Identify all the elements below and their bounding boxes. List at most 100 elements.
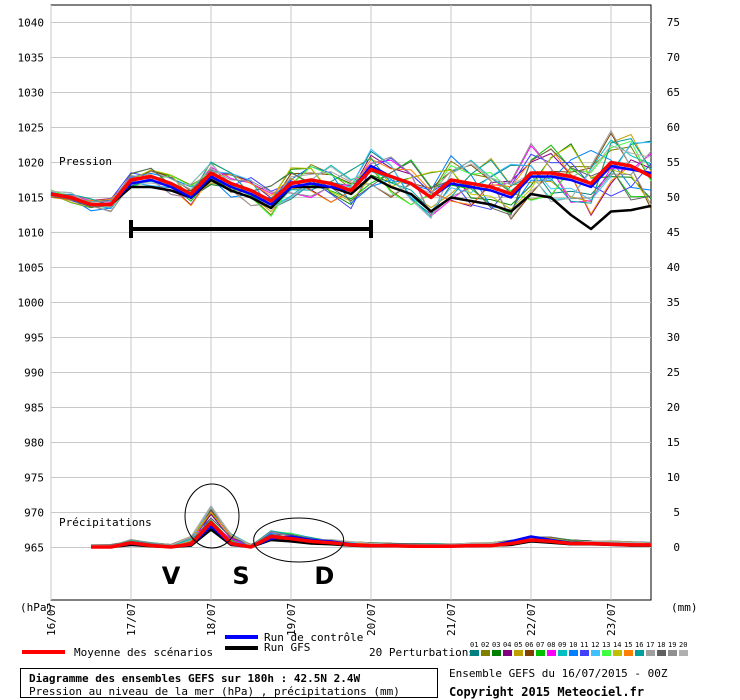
right-tick-label: 30 [667, 331, 680, 344]
perturbation-number: 01 [470, 641, 478, 649]
left-axis-ticks: 1040 1035 1030 1025 1020 1015 1010 1005 1000 995 9… [18, 17, 45, 555]
precip-section-label: Précipitations [59, 516, 152, 529]
perturbation-number: 11 [580, 641, 588, 649]
right-tick-label: 0 [673, 541, 680, 554]
right-tick-label: 50 [667, 191, 680, 204]
chart-grid [50, 4, 652, 601]
event-letter-s: S [232, 562, 249, 590]
perturbation-number: 03 [492, 641, 500, 649]
perturbation-swatch-17 [646, 650, 655, 656]
perturbation-number: 05 [514, 641, 522, 649]
perturbation-number: 04 [503, 641, 511, 649]
perturbation-number: 13 [602, 641, 610, 649]
perturbation-swatch-08 [547, 650, 556, 656]
legend-perturbations-label: 20 Perturbations [369, 646, 475, 659]
left-tick-label: 990 [24, 367, 44, 380]
chart-info-box: Diagramme des ensembles GEFS sur 180h : … [20, 668, 438, 698]
legend-gfs-label: Run GFS [264, 641, 310, 654]
pressure-section-label: Pression [59, 155, 112, 168]
right-tick-label: 60 [667, 121, 680, 134]
perturbation-swatch-01 [470, 650, 479, 656]
left-tick-label: 975 [24, 472, 44, 485]
x-tick-label: 19/07 [285, 603, 298, 636]
perturbation-number: 14 [613, 641, 621, 649]
legend: Moyenne des scénarios Run de contrôle Ru… [22, 631, 688, 659]
legend-mean-label: Moyenne des scénarios [74, 646, 213, 659]
perturbation-6-pressure-line [50, 132, 652, 221]
left-tick-label: 1020 [18, 157, 45, 170]
perturbation-swatch-02 [481, 650, 490, 656]
mean-pressure-line [50, 160, 652, 207]
gfs-pressure-line [50, 175, 652, 231]
left-tick-label: 1040 [18, 17, 45, 30]
perturbation-number: 12 [591, 641, 599, 649]
perturbation-swatch-10 [569, 650, 578, 656]
perturbation-12-pressure-line [50, 142, 652, 212]
perturbation-swatch-16 [635, 650, 644, 656]
perturbation-number: 16 [635, 641, 643, 649]
x-tick-label: 16/07 [45, 603, 58, 636]
perturbation-swatch-06 [525, 650, 534, 656]
highlight-circle-2 [253, 517, 345, 563]
perturbation-number: 17 [646, 641, 654, 649]
x-tick-label: 23/07 [605, 603, 618, 636]
perturbation-number: 09 [558, 641, 566, 649]
right-tick-label: 10 [667, 471, 680, 484]
left-axis-unit-label: (hPa) [20, 601, 53, 614]
right-tick-label: 35 [667, 296, 680, 309]
right-tick-label: 15 [667, 436, 680, 449]
right-tick-label: 70 [667, 51, 680, 64]
right-tick-label: 45 [667, 226, 680, 239]
perturbation-swatch-14 [613, 650, 622, 656]
x-tick-label: 18/07 [205, 603, 218, 636]
perturbation-swatch-19 [668, 650, 677, 656]
x-axis-ticks: 16/07 17/07 18/07 19/07 20/07 21/07 22/07 23/07 [45, 603, 618, 636]
perturbation-swatch-11 [580, 650, 589, 656]
x-tick-label: 20/07 [365, 603, 378, 636]
right-tick-label: 65 [667, 86, 680, 99]
perturbation-swatch-12 [591, 650, 600, 656]
left-tick-label: 1035 [18, 52, 45, 65]
left-tick-label: 1010 [18, 227, 45, 240]
perturbation-number: 08 [547, 641, 555, 649]
perturbation-swatch-04 [503, 650, 512, 656]
highlight-circle-1 [184, 483, 240, 549]
left-tick-label: 985 [24, 402, 44, 415]
perturbation-swatch-07 [536, 650, 545, 656]
left-tick-label: 965 [24, 542, 44, 555]
perturbation-number: 07 [536, 641, 544, 649]
right-tick-label: 40 [667, 261, 680, 274]
right-tick-label: 25 [667, 366, 680, 379]
left-tick-label: 980 [24, 437, 44, 450]
perturbation-number: 18 [657, 641, 665, 649]
legend-perturbation-swatches: 01 02 03 04 05 06 07 08 09 10 11 12 13 14 15 16 17 18 19 20 [470, 641, 688, 656]
legend-control-label: Run de contrôle [264, 631, 363, 644]
left-tick-label: 1015 [18, 192, 45, 205]
perturbation-number: 20 [679, 641, 687, 649]
left-tick-label: 1000 [18, 297, 45, 310]
perturbation-14-pressure-line [50, 144, 652, 210]
chart-title: Diagramme des ensembles GEFS sur 180h : … [29, 672, 361, 685]
perturbation-20-pressure-line [50, 144, 652, 220]
run-info: Ensemble GEFS du 16/07/2015 - 00Z [449, 667, 668, 680]
right-tick-label: 20 [667, 401, 680, 414]
main-series-lines [50, 160, 652, 549]
x-tick-label: 22/07 [525, 603, 538, 636]
perturbation-18-pressure-line [50, 148, 652, 216]
x-tick-label: 17/07 [125, 603, 138, 636]
left-tick-label: 995 [24, 332, 44, 345]
event-letter-v: V [162, 562, 181, 590]
perturbation-number: 02 [481, 641, 489, 649]
perturbation-number: 06 [525, 641, 533, 649]
left-tick-label: 1005 [18, 262, 45, 275]
right-tick-label: 75 [667, 16, 680, 29]
chart-subtitle: Pression au niveau de la mer (hPa) , pré… [29, 685, 400, 698]
x-tick-label: 21/07 [445, 603, 458, 636]
perturbation-9-pressure-line [50, 139, 652, 218]
left-tick-label: 1025 [18, 122, 45, 135]
perturbation-swatch-15 [624, 650, 633, 656]
perturbation-swatch-03 [492, 650, 501, 656]
